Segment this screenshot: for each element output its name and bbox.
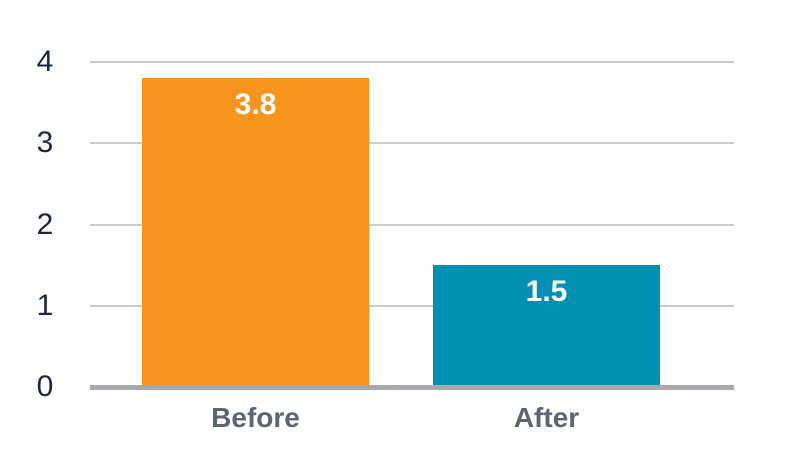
y-tick-label-1: 1 bbox=[36, 288, 54, 322]
y-tick-label-2: 2 bbox=[36, 207, 54, 241]
bar-before: 3.8 bbox=[142, 78, 369, 387]
category-label-after: After bbox=[513, 402, 580, 433]
category-label-before: Before bbox=[211, 402, 300, 433]
y-tick-label-0: 0 bbox=[36, 370, 54, 403]
bar-value-label-before: 3.8 bbox=[234, 88, 277, 122]
y-tick-label-4: 4 bbox=[36, 45, 54, 78]
bar-value-label-after: 1.5 bbox=[525, 275, 568, 309]
gridline-y-4 bbox=[90, 61, 734, 63]
gridline-y-2 bbox=[90, 223, 734, 226]
x-axis-line bbox=[90, 385, 734, 390]
gridline-y-3 bbox=[90, 142, 734, 145]
gridline-y-1 bbox=[90, 304, 734, 307]
bar-after: 1.5 bbox=[433, 265, 660, 387]
y-tick-label-3: 3 bbox=[36, 126, 54, 160]
